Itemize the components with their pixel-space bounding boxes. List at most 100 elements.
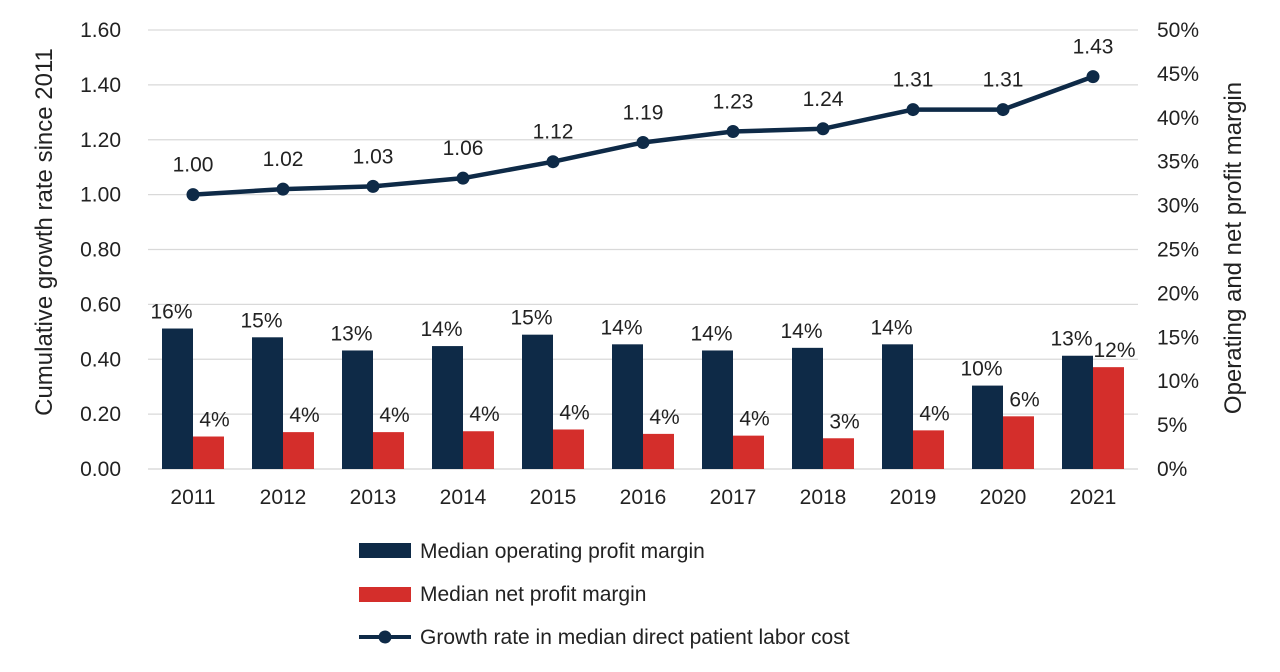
x-tick-label: 2019 <box>890 486 937 509</box>
operating-margin-bar <box>432 346 463 469</box>
x-tick-label: 2011 <box>170 486 215 509</box>
net-margin-label: 4% <box>919 402 949 425</box>
x-tick-label: 2016 <box>620 486 667 509</box>
legend-label-net-margin: Median net profit margin <box>420 583 646 606</box>
legend-swatch-operating-margin <box>359 543 411 558</box>
net-margin-label: 4% <box>649 406 679 429</box>
right-tick-label: 20% <box>1157 282 1199 305</box>
net-margin-bar <box>1093 367 1124 469</box>
left-tick-label: 0.40 <box>80 348 121 371</box>
legend-item-labor-cost-growth: Growth rate in median direct patient lab… <box>359 626 850 649</box>
net-margin-label: 12% <box>1093 339 1135 362</box>
labor-cost-growth-point <box>456 171 470 185</box>
legend-label-operating-margin: Median operating profit margin <box>420 540 705 563</box>
right-tick-label: 15% <box>1157 326 1199 349</box>
legend-item-operating-margin: Median operating profit margin <box>359 540 705 563</box>
bar-data-labels: 16% 4% 15% 4% 13% 4% 14% 4% 15% 4% 14% 4% 14% 4% 14% 3%… <box>150 301 1135 434</box>
operating-margin-bar <box>522 334 553 469</box>
labor-cost-growth-point <box>906 103 920 117</box>
net-margin-bar <box>823 438 854 469</box>
x-tick-label: 2017 <box>710 486 757 509</box>
net-margin-bar <box>463 431 494 469</box>
labor-cost-growth-label: 1.02 <box>263 148 304 171</box>
line-data-labels: 1.00 1.02 1.03 1.06 1.12 1.19 1.23 1.24 1.31 1.31… <box>173 36 1114 177</box>
operating-margin-bar <box>792 347 823 469</box>
right-tick-label: 45% <box>1157 63 1199 86</box>
labor-cost-growth-label: 1.31 <box>983 69 1024 92</box>
labor-cost-growth-point <box>276 182 290 196</box>
operating-margin-label: 13% <box>1050 328 1092 351</box>
net-margin-label: 4% <box>199 409 229 432</box>
labor-cost-growth-point <box>1086 70 1100 84</box>
legend-item-net-margin: Median net profit margin <box>359 583 646 606</box>
x-tick-label: 2020 <box>980 486 1027 509</box>
labor-cost-growth-point <box>366 179 380 193</box>
labor-cost-growth-point <box>816 122 830 136</box>
legend-label-labor-cost-growth: Growth rate in median direct patient lab… <box>420 626 850 649</box>
legend-swatch-net-margin <box>359 587 411 602</box>
labor-cost-growth-label: 1.19 <box>623 101 664 124</box>
net-margin-bar <box>193 436 224 469</box>
labor-cost-growth-label: 1.12 <box>533 121 574 144</box>
net-margin-label: 4% <box>289 404 319 427</box>
net-margin-bar <box>373 432 404 469</box>
net-margin-bar <box>553 429 584 469</box>
operating-margin-label: 10% <box>960 358 1002 381</box>
labor-cost-growth-label: 1.03 <box>353 145 394 168</box>
operating-margin-label: 13% <box>330 322 372 345</box>
right-tick-label: 35% <box>1157 151 1199 174</box>
labor-cost-growth-label: 1.43 <box>1073 36 1114 59</box>
right-axis-ticks: 0% 5% 10% 15% 20% 25% 30% 35% 40% 45% 50% <box>1157 19 1199 481</box>
left-tick-label: 0.80 <box>80 239 121 262</box>
left-tick-label: 0.60 <box>80 293 121 316</box>
operating-margin-label: 14% <box>780 320 822 343</box>
x-tick-label: 2018 <box>800 486 847 509</box>
operating-margin-label: 16% <box>150 301 192 324</box>
net-margin-label: 4% <box>559 401 589 424</box>
right-tick-label: 0% <box>1157 458 1187 481</box>
operating-margin-label: 14% <box>870 316 912 339</box>
net-margin-bar <box>733 435 764 469</box>
right-tick-label: 50% <box>1157 19 1199 42</box>
net-margin-label: 3% <box>829 410 859 433</box>
labor-cost-growth-line <box>192 74 1094 197</box>
x-tick-label: 2014 <box>440 486 487 509</box>
right-tick-label: 5% <box>1157 414 1187 437</box>
x-tick-label: 2021 <box>1070 486 1117 509</box>
net-margin-bar <box>643 433 674 469</box>
net-margin-bar <box>1003 416 1034 469</box>
net-margin-label: 4% <box>739 408 769 431</box>
operating-margin-bar <box>162 328 193 469</box>
operating-margin-label: 15% <box>240 309 282 332</box>
operating-margin-bar <box>702 350 733 469</box>
operating-margin-label: 14% <box>690 322 732 345</box>
x-tick-label: 2013 <box>350 486 397 509</box>
labor-cost-growth-label: 1.24 <box>803 88 844 111</box>
x-axis-ticks: 2011 2012 2013 2014 2015 2016 2017 2018 2019 2020… <box>170 486 1116 509</box>
labor-cost-growth-label: 1.00 <box>173 154 214 177</box>
operating-margin-bar <box>882 344 913 469</box>
left-tick-label: 1.00 <box>80 184 121 207</box>
labor-cost-growth-label: 1.06 <box>443 137 484 160</box>
net-margin-label: 6% <box>1009 388 1039 411</box>
legend: Median operating profit margin Median ne… <box>359 540 850 649</box>
labor-cost-growth-point <box>996 103 1010 117</box>
operating-margin-bar <box>252 337 283 469</box>
left-tick-label: 0.20 <box>80 403 121 426</box>
operating-margin-label: 14% <box>420 318 462 341</box>
labor-cost-growth-label: 1.23 <box>713 91 754 114</box>
left-tick-label: 0.00 <box>80 458 121 481</box>
right-tick-label: 10% <box>1157 370 1199 393</box>
operating-margin-label: 14% <box>600 316 642 339</box>
x-tick-label: 2012 <box>260 486 307 509</box>
labor-cost-growth-point <box>636 135 650 149</box>
right-tick-label: 30% <box>1157 195 1199 218</box>
right-tick-label: 25% <box>1157 239 1199 262</box>
bar-series <box>162 328 1124 469</box>
right-tick-label: 40% <box>1157 107 1199 130</box>
labor-cost-growth-label: 1.31 <box>893 69 934 92</box>
labor-cost-growth-point <box>726 125 740 139</box>
legend-marker-labor-cost-growth <box>378 630 392 644</box>
